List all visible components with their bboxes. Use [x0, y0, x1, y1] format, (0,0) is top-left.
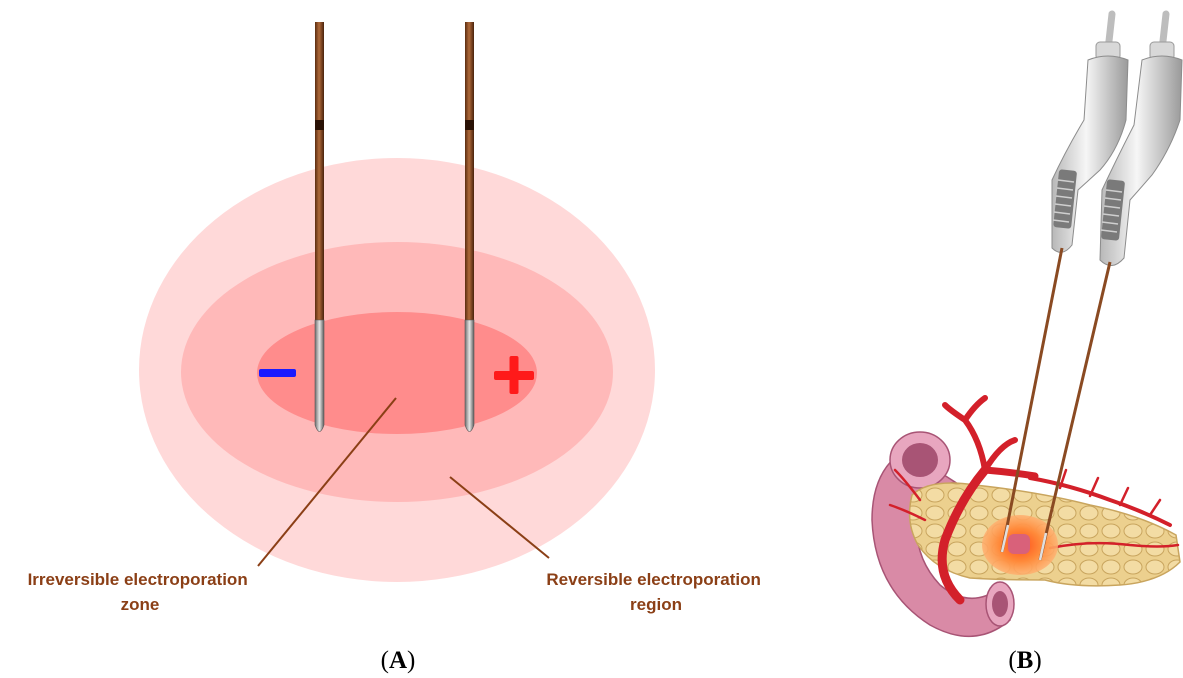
positive-symbol-icon	[494, 356, 534, 394]
panel-a-caption: (A)	[381, 647, 416, 674]
left-probe-handle	[1051, 41, 1129, 253]
left-probe-needle	[1000, 247, 1064, 553]
panel-a-letter: A	[389, 647, 407, 674]
right-probe-needle	[1038, 261, 1112, 561]
irreversible-label: Irreversible electroporation zone	[28, 570, 253, 614]
irreversible-label-line1: Irreversible electroporation	[28, 570, 248, 589]
reversible-pointer-line	[449, 476, 550, 559]
panel-b-caption: (B)	[1008, 647, 1041, 674]
panel-b-letter: B	[1017, 647, 1034, 674]
negative-electrode-needle	[314, 22, 325, 432]
ablation-core	[1008, 534, 1030, 554]
panel-a-diagram: Irreversible electroporation zone Revers…	[28, 22, 765, 674]
reversible-label: Reversible electroporation region	[546, 570, 765, 614]
reversible-label-line1: Reversible electroporation	[546, 570, 760, 589]
irreversible-label-line2: zone	[121, 595, 160, 614]
irreversible-pointer-line	[257, 397, 397, 567]
duodenum	[871, 431, 1015, 637]
blood-vessels	[888, 395, 1180, 605]
reversible-label-line2: region	[630, 595, 682, 614]
positive-electrode-needle	[464, 22, 475, 432]
panel-b-illustration: (B)	[871, 10, 1183, 674]
negative-symbol-icon	[259, 369, 296, 377]
right-probe-handle	[1099, 41, 1183, 266]
